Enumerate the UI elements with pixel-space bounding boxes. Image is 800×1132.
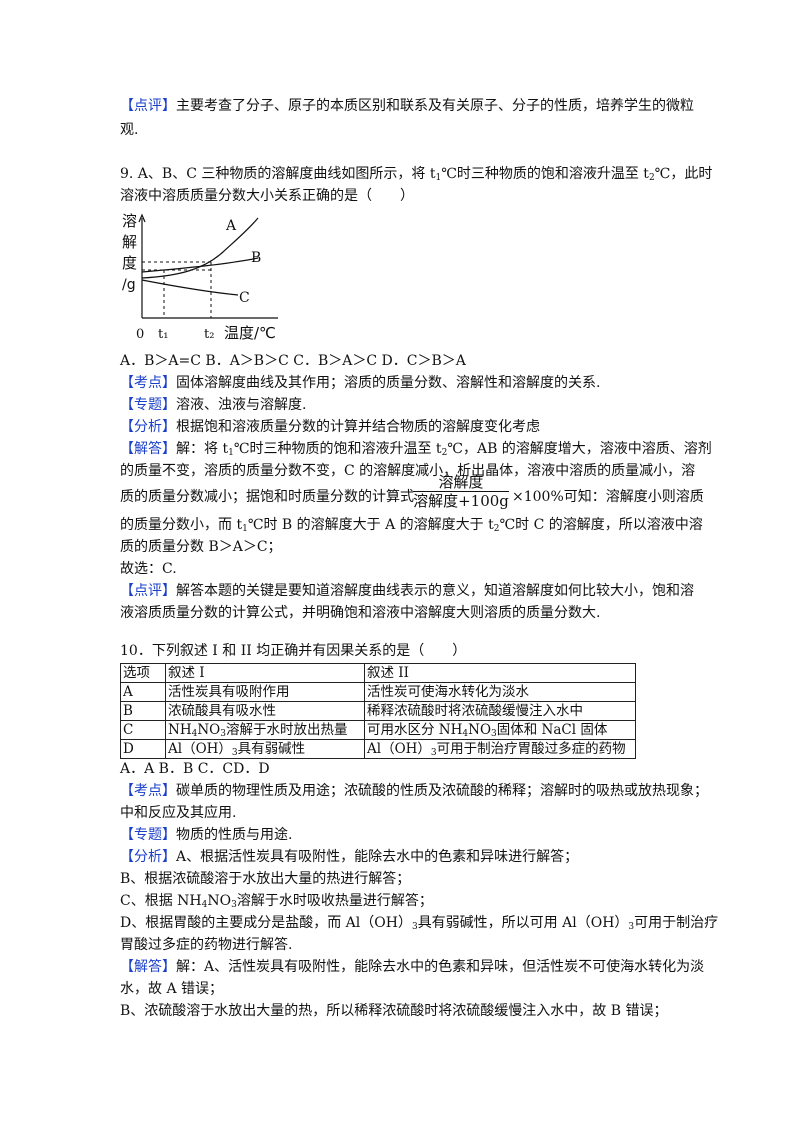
q10-options: A．A B．B C．CD．D xyxy=(120,761,270,777)
solubility-curve-graph: 溶 解 度 /g A B C 0 t₁ t₂ 温度/℃ xyxy=(122,212,278,342)
solubility-fraction: 溶解度 溶解度+100g xyxy=(413,473,509,510)
table-cell: D xyxy=(120,739,166,759)
table-cell: C xyxy=(120,720,166,740)
q10-zhuanti: 【专题】物质的性质与用途. xyxy=(120,827,293,843)
q10-fenxi-line4: D、根据胃酸的主要成分是盐酸，而 Al（OH）3具有弱碱性，所以可用 Al（OH… xyxy=(120,915,719,932)
q10-fenxi-line1: 【分析】A、根据活性炭具有吸附性，能除去水中的色素和异味进行解答； xyxy=(120,849,579,865)
y-label-2: 解 xyxy=(122,233,137,251)
label-c: C xyxy=(239,290,250,306)
q10-jieda-line3: B、浓硫酸溶于水放出大量的热，所以稀释浓硫酸时将浓硫酸缓慢注入水中，故 B 错误… xyxy=(120,1003,668,1019)
table-cell: NH4NO3溶解于水时放出热量 xyxy=(165,720,365,740)
table-cell: 活性炭具有吸附作用 xyxy=(165,682,365,702)
q10-fenxi-line3: C、根据 NH4NO3溶解于水时吸收热量进行解答； xyxy=(120,893,433,910)
fraction-denominator: 溶解度+100g xyxy=(413,492,509,510)
q10-table: 选项 叙述 I 叙述 II A 活性炭具有吸附作用 活性炭可使海水转化为淡水 B… xyxy=(120,663,636,759)
curve-a xyxy=(141,217,259,279)
table-cell: 活性炭可使海水转化为淡水 xyxy=(364,682,636,702)
q9-options: A．B＞A=C B．A＞B＞C C．B＞A＞C D．C＞B＞A xyxy=(120,353,466,369)
q10-stem: 10．下列叙述 I 和 II 均正确并有因果关系的是（ ） xyxy=(120,643,467,659)
table-row: A 活性炭具有吸附作用 活性炭可使海水转化为淡水 xyxy=(120,682,636,702)
y-axis-arrow xyxy=(138,213,146,223)
table-cell: B xyxy=(120,701,166,721)
y-label-3: 度 xyxy=(122,254,137,272)
q10-kaodian-line1: 【考点】碳单质的物理性质及用途；浓硫酸的性质及浓硫酸的稀释；溶解时的吸热或放热现… xyxy=(120,783,708,799)
y-label-4: /g xyxy=(122,277,136,293)
q9-jieda-line1: 【解答】解：将 t1℃时三种物质的饱和溶液升温至 t2℃，AB 的溶解度增大，溶… xyxy=(120,441,712,458)
q9-answer: 故选：C. xyxy=(120,561,177,577)
x-axis-label: 温度/℃ xyxy=(224,324,276,342)
table-row: C NH4NO3溶解于水时放出热量 可用水区分 NH4NO3固体和 NaCl 固… xyxy=(120,720,636,740)
curve-b xyxy=(141,257,259,273)
review-tag: 【点评】 xyxy=(120,98,176,114)
table-cell: 可用水区分 NH4NO3固体和 NaCl 固体 xyxy=(364,720,636,740)
origin-label: 0 xyxy=(136,327,144,342)
t1-label: t₁ xyxy=(158,327,168,342)
q10-jieda-line1: 【解答】解：A、活性炭具有吸附性，能除去水中的色素和异味，但活性炭不可使海水转化… xyxy=(120,959,705,975)
t2-label: t₂ xyxy=(204,327,214,342)
q10-fenxi-line5: 胃酸过多症的药物进行解答. xyxy=(120,937,293,953)
curve-c xyxy=(141,279,239,296)
q9-zhuanti: 【专题】溶液、浊液与溶解度. xyxy=(120,397,307,413)
q9-dianping-line1: 【点评】解答本题的关键是要知道溶解度曲线表示的意义，知道溶解度如何比较大小，饱和… xyxy=(120,583,694,599)
q9-jieda-line4: 的质量分数小，而 t1℃时 B 的溶解度大于 A 的溶解度大于 t2℃时 C 的… xyxy=(120,517,703,534)
q9-kaodian: 【考点】固体溶解度曲线及其作用；溶质的质量分数、溶解性和溶解度的关系. xyxy=(120,375,601,391)
q10-kaodian-line2: 中和反应及其应用. xyxy=(120,805,237,821)
table-cell: 叙述 I xyxy=(165,663,365,683)
table-cell: 浓硫酸具有吸水性 xyxy=(165,701,365,721)
q9-dianping-line2: 液溶质质量分数的计算公式，并明确饱和溶液中溶解度大则溶质的质量分数大. xyxy=(120,605,601,621)
review-8-line1: 【点评】主要考查了分子、原子的本质区别和联系及有关原子、分子的性质，培养学生的微… xyxy=(120,98,694,114)
table-row: B 浓硫酸具有吸水性 稀释浓硫酸时将浓硫酸缓慢注入水中 xyxy=(120,701,636,721)
table-cell: A xyxy=(120,682,166,702)
table-cell: Al（OH）3可用于制治疗胃酸过多症的药物 xyxy=(364,739,636,759)
table-cell: Al（OH）3具有弱碱性 xyxy=(165,739,365,759)
q9-fenxi: 【分析】根据饱和溶液质量分数的计算并结合物质的溶解度变化考虑 xyxy=(120,419,540,435)
q9-jieda-line3: 质的质量分数减小；据饱和时质量分数的计算式 ×100%可知：溶解度小则溶质 xyxy=(120,489,704,505)
table-cell: 叙述 II xyxy=(364,663,636,683)
q9-jieda-line5: 质的质量分数 B＞A＞C； xyxy=(120,539,282,555)
q10-fenxi-line2: B、根据浓硫酸溶于水放出大量的热进行解答； xyxy=(120,871,411,887)
q9-jieda-line2: 的质量不变，溶质的质量分数不变，C 的溶解度减小，析出晶体，溶液中溶质的质量减小… xyxy=(120,463,696,479)
table-header-row: 选项 叙述 I 叙述 II xyxy=(120,663,636,683)
label-b: B xyxy=(251,250,261,266)
q10-jieda-line2: 水，故 A 错误； xyxy=(120,981,224,997)
fraction-numerator: 溶解度 xyxy=(413,473,509,492)
y-label-1: 溶 xyxy=(122,212,137,230)
label-a: A xyxy=(225,218,237,234)
table-cell: 选项 xyxy=(120,663,166,683)
review-8-line2: 观. xyxy=(120,122,139,138)
table-cell: 稀释浓硫酸时将浓硫酸缓慢注入水中 xyxy=(364,701,636,721)
q9-stem-line2: 溶液中溶质质量分数大小关系正确的是（ ） xyxy=(120,188,414,204)
table-row: D Al（OH）3具有弱碱性 Al（OH）3可用于制治疗胃酸过多症的药物 xyxy=(120,739,636,759)
q9-stem-line1: 9. A、B、C 三种物质的溶解度曲线如图所示，将 t1℃时三种物质的饱和溶液升… xyxy=(120,166,713,183)
